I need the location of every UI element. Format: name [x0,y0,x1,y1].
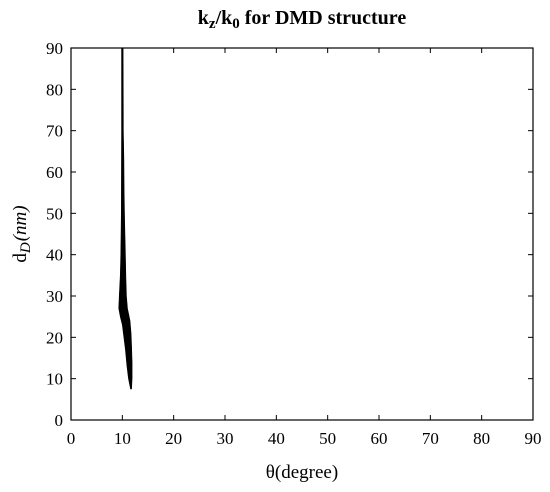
x-tick-label: 20 [165,429,182,448]
y-tick-label: 0 [55,411,64,430]
title-part: z [209,16,216,32]
y-tick-label: 50 [46,204,63,223]
y-label-main: d [10,253,31,263]
y-tick-label: 20 [46,328,63,347]
y-tick-label: 80 [46,80,63,99]
y-label-sub: D [18,242,34,254]
x-axis-label: θ(degree) [266,462,338,483]
x-tick-label: 0 [67,429,76,448]
y-tick-label: 60 [46,163,63,182]
y-axis-label: dD(nm) [10,205,34,262]
title-part: /k [215,7,234,29]
y-tick-label: 70 [46,122,63,141]
x-tick-label: 60 [371,429,388,448]
y-label-unit: (nm) [10,205,31,241]
x-tick-label: 90 [525,429,542,448]
title-part: for DMD structure [240,7,407,29]
y-tick-label: 40 [46,246,63,265]
title-part: k [198,7,210,29]
title-part: 0 [232,16,240,32]
x-tick-label: 30 [217,429,234,448]
x-tick-label: 70 [422,429,439,448]
x-ticks: 0 10 20 30 40 50 60 70 80 90 [67,48,542,448]
region-shape [118,47,133,390]
y-ticks: 0 10 20 30 40 50 60 70 80 90 [46,39,533,430]
plot-frame [70,47,534,421]
y-tick-label: 90 [46,39,63,58]
y-tick-label: 10 [46,370,63,389]
x-tick-label: 10 [114,429,131,448]
chart-title: kz/k0 for DMD structure [198,7,407,32]
x-tick-label: 50 [319,429,336,448]
x-tick-label: 80 [473,429,490,448]
plot-region [118,47,133,390]
y-tick-label: 30 [46,287,63,306]
x-tick-label: 40 [268,429,285,448]
